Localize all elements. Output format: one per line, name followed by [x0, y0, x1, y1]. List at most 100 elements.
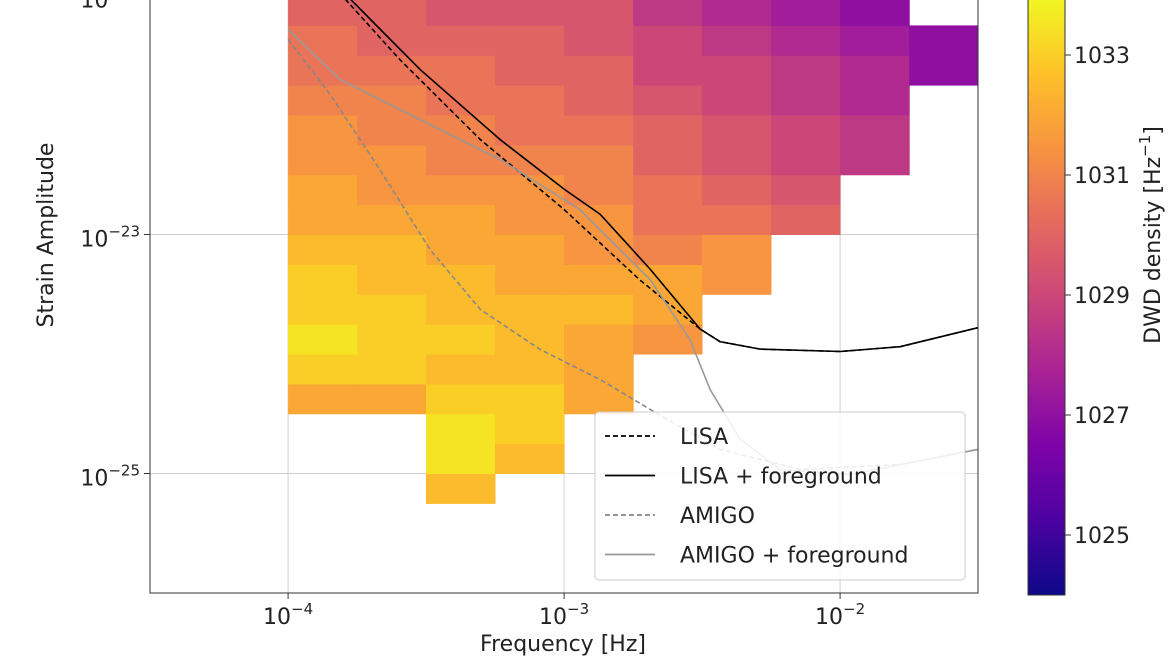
heatmap-cell	[426, 413, 496, 445]
heatmap-cell	[426, 115, 496, 146]
heatmap-cell	[426, 85, 496, 116]
heatmap-cell	[633, 234, 703, 265]
heatmap-cell	[633, 144, 703, 176]
plot-area	[150, 0, 978, 593]
heatmap-cell	[495, 413, 565, 445]
y-tick-label: 10−23	[80, 223, 140, 253]
heatmap-cell	[426, 443, 496, 474]
heatmap-cell	[564, 324, 634, 355]
colorbar-tick-label: 1027	[1074, 404, 1130, 429]
heatmap-cell	[426, 264, 496, 295]
legend-box	[594, 411, 966, 581]
heatmap-cell	[288, 174, 358, 206]
y-tick-label: 10−21	[80, 0, 140, 14]
heatmap-cell	[288, 383, 358, 415]
heatmap-cell	[633, 174, 703, 206]
heatmap-cell	[564, 383, 634, 415]
x-tick-label: 10−4	[263, 600, 313, 630]
legend-label: LISA + foreground	[680, 465, 882, 490]
x-axis-label: Frequency [Hz]	[480, 632, 646, 657]
heatmap-cell	[357, 115, 427, 146]
heatmap-cell	[771, 204, 841, 235]
heatmap-cell	[495, 85, 565, 116]
heatmap-cell	[426, 55, 496, 86]
heatmap-cell	[288, 324, 358, 355]
heatmap-cell	[495, 383, 565, 415]
heatmap-cell	[426, 174, 496, 206]
heatmap-cell	[426, 0, 496, 26]
heatmap-cell	[426, 204, 496, 235]
heatmap-cell	[564, 204, 634, 235]
heatmap-cell	[840, 0, 910, 26]
x-tick-label: 10−2	[815, 600, 865, 630]
heatmap-cell	[564, 144, 634, 176]
heatmap-cell	[495, 294, 565, 325]
heatmap-cell	[702, 85, 772, 116]
colorbar-tick-label: 1033	[1074, 44, 1130, 69]
heatmap-cell	[288, 354, 358, 385]
heatmap-cell	[288, 144, 358, 176]
heatmap-cell	[633, 294, 703, 325]
heatmap-cell	[357, 324, 427, 355]
heatmap-cell	[702, 234, 772, 265]
heatmap-cell	[426, 324, 496, 355]
heatmap-cell	[495, 234, 565, 265]
legend-label: LISA	[680, 425, 728, 450]
heatmap-cell	[564, 55, 634, 86]
heatmap-cell	[702, 0, 772, 26]
heatmap-cell	[771, 55, 841, 86]
heatmap-cell	[495, 443, 565, 474]
legend-label: AMIGO	[680, 504, 755, 529]
heatmap-cell	[426, 354, 496, 385]
heatmap-cell	[357, 174, 427, 206]
colorbar-tick-label: 1029	[1074, 284, 1130, 309]
heatmap-cell	[288, 294, 358, 325]
heatmap-cell	[426, 144, 496, 176]
heatmap-cell	[564, 25, 634, 56]
heatmap-cell	[426, 294, 496, 325]
heatmap-cell	[564, 0, 634, 26]
heatmap-cell	[564, 85, 634, 116]
heatmap-cell	[288, 85, 358, 116]
heatmap-cell	[288, 0, 358, 26]
heatmap-cell	[702, 204, 772, 235]
heatmap-cell	[771, 174, 841, 206]
heatmap-cell	[564, 264, 634, 295]
heatmap-cell	[357, 204, 427, 235]
heatmap-cell	[702, 174, 772, 206]
heatmap-cell	[771, 0, 841, 26]
heatmap-cell	[771, 115, 841, 146]
heatmap-cell	[288, 115, 358, 146]
heatmap-cell	[564, 174, 634, 206]
heatmap-cell	[771, 25, 841, 56]
heatmap-cell	[633, 324, 703, 355]
heatmap-cell	[288, 264, 358, 295]
heatmap-cell	[495, 0, 565, 26]
heatmap-cell	[426, 234, 496, 265]
colorbar-label: DWD density [Hz−1]	[1136, 126, 1166, 344]
heatmap-cell	[495, 204, 565, 235]
heatmap-cell	[633, 25, 703, 56]
heatmap-cell	[840, 55, 910, 86]
curve	[350, 0, 978, 353]
axes: 10−4 10−3 10−2 10−25 10−23 10−21 1025 1027 1029 1…	[80, 0, 1166, 630]
heatmap-cell	[633, 204, 703, 235]
heatmap-cell	[357, 55, 427, 86]
heatmap-cell	[495, 115, 565, 146]
heatmap-cell	[840, 115, 910, 146]
heatmap-cell	[564, 234, 634, 265]
heatmap-cell	[495, 354, 565, 385]
x-tick-label: 10−3	[539, 600, 589, 630]
legend-label: AMIGO + foreground	[680, 544, 908, 569]
heatmap-cell	[357, 383, 427, 415]
y-axis-label: Strain Amplitude	[34, 143, 59, 328]
heatmap-cell	[288, 55, 358, 86]
heatmap-cell	[840, 85, 910, 116]
heatmap-cell	[426, 383, 496, 415]
heatmap-cell	[357, 0, 427, 26]
heatmap-cell	[702, 55, 772, 86]
heatmap-cell	[426, 473, 496, 504]
colorbar-tick-label: 1031	[1074, 164, 1130, 189]
colorbar	[1027, 0, 1066, 596]
heatmap-cell	[840, 25, 910, 56]
